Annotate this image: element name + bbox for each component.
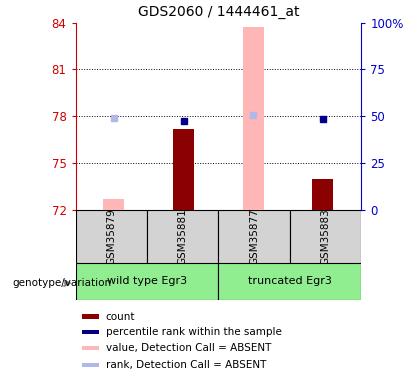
Text: GSM35883: GSM35883 <box>320 208 331 265</box>
Bar <box>290 210 361 262</box>
Bar <box>312 179 333 210</box>
Bar <box>82 346 99 350</box>
Bar <box>147 210 218 262</box>
Text: percentile rank within the sample: percentile rank within the sample <box>106 327 282 337</box>
Text: GSM35879: GSM35879 <box>106 208 116 265</box>
Bar <box>218 262 361 300</box>
Bar <box>173 129 194 210</box>
Text: GSM35877: GSM35877 <box>249 208 259 265</box>
Bar <box>76 262 218 300</box>
Bar <box>218 210 290 262</box>
Text: genotype/variation: genotype/variation <box>13 278 112 288</box>
Text: GSM35881: GSM35881 <box>178 208 188 265</box>
Text: rank, Detection Call = ABSENT: rank, Detection Call = ABSENT <box>106 360 266 370</box>
Text: truncated Egr3: truncated Egr3 <box>248 276 332 286</box>
Text: value, Detection Call = ABSENT: value, Detection Call = ABSENT <box>106 343 271 353</box>
Bar <box>82 314 99 319</box>
Bar <box>76 210 147 262</box>
Title: GDS2060 / 1444461_at: GDS2060 / 1444461_at <box>138 5 299 19</box>
Bar <box>103 199 124 210</box>
Bar <box>82 330 99 334</box>
Text: count: count <box>106 312 135 322</box>
Bar <box>243 27 264 210</box>
Bar <box>82 363 99 367</box>
Text: wild type Egr3: wild type Egr3 <box>107 276 187 286</box>
